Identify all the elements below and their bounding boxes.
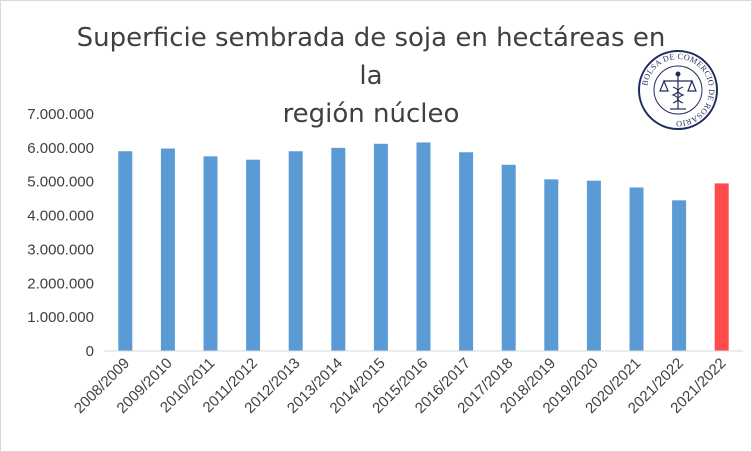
bcr-seal-logo: BOLSA DE COMERCIO DE ROSARIO [638,50,718,130]
bar [714,183,729,351]
bar [501,164,516,351]
bar [459,152,474,351]
chart-title-line-2: región núcleo [282,99,460,129]
y-tick-label: 0 [86,343,94,360]
bar [160,148,175,351]
y-tick-label: 5.000.000 [27,174,94,191]
bar [373,143,388,351]
chart-title: Superficie sembrada de soja en hectáreas… [61,19,681,133]
y-tick-label: 4.000.000 [27,208,94,225]
bar [629,187,644,351]
y-tick-label: 2.000.000 [27,275,94,292]
bar [586,180,601,351]
bar [118,151,133,351]
y-tick-label: 7.000.000 [27,106,94,123]
bar [288,151,303,351]
y-tick-label: 6.000.000 [27,140,94,157]
bar [416,142,431,351]
y-tick-label: 1.000.000 [27,309,94,326]
bar [203,156,218,351]
bar [672,200,687,351]
y-axis-ticks: 0 1.000.000 2.000.000 3.000.000 4.000.000 5.0… [27,106,94,360]
y-tick-label: 3.000.000 [27,241,94,258]
bar [544,179,559,351]
bars [118,142,729,351]
bar [331,147,346,351]
x-axis-ticks: 2008/20092009/20102010/20112011/20122012… [71,355,730,417]
chart-title-line-1: Superficie sembrada de soja en hectáreas… [76,23,666,91]
bar [246,159,261,351]
